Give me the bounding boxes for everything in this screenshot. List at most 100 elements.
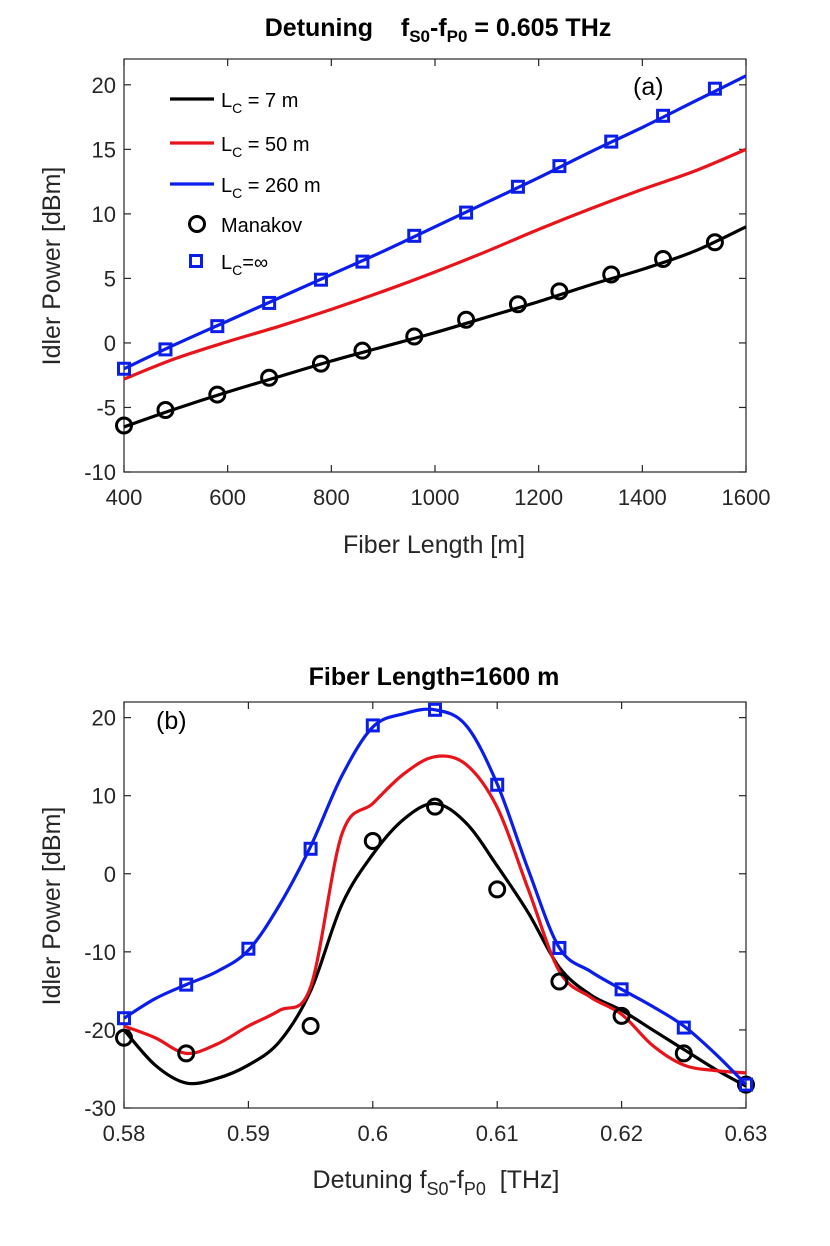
series-line-lc-260-m [123, 707, 748, 1086]
data-point-manakov [602, 265, 621, 284]
data-point-manakov [612, 1006, 631, 1025]
x-tick-label: 0.58 [103, 1121, 146, 1146]
y-tick-label: 15 [92, 137, 116, 162]
data-point-lc [355, 254, 370, 269]
data-point-lc [303, 841, 318, 856]
x-tick-label: 400 [106, 485, 143, 510]
data-point-lc [490, 777, 505, 792]
y-tick-label: 20 [92, 73, 116, 98]
y-tick-label: 0 [104, 862, 116, 887]
x-tick-label: 0.62 [600, 1121, 643, 1146]
data-point-manakov [550, 972, 569, 991]
y-tick-label: -5 [96, 395, 116, 420]
data-point-lc [262, 295, 277, 310]
x-tick-label: 800 [313, 485, 350, 510]
chart-a-title: Detuning fS0-fP0 = 0.605 THz [265, 14, 612, 46]
data-point-manakov [115, 416, 133, 435]
data-point-lc [117, 361, 131, 376]
data-point-manakov [208, 385, 227, 404]
data-point-lc [158, 342, 173, 357]
data-point-lc [428, 702, 442, 717]
chart-b-x-axis: 0.58 0.59 0.6 0.61 0.62 0.63 [103, 702, 768, 1146]
legend-label-lc-inf: LC=∞ [221, 252, 268, 278]
x-tick-label: 0.59 [227, 1121, 270, 1146]
panel-a: Detuning fS0-fP0 = 0.605 THz -10 -5 0 5 10 15… [38, 14, 770, 559]
series-line-lc-50-m [123, 147, 747, 381]
y-tick-label: 5 [104, 266, 116, 291]
chart-a-panel-label: (a) [633, 73, 664, 101]
legend-label-lc50: LC = 50 m [221, 134, 310, 160]
legend-label-lc7: LC = 7 m [221, 90, 298, 116]
data-point-lc [614, 982, 629, 997]
chart-a-markers [115, 81, 724, 435]
x-tick-label: 0.6 [358, 1121, 389, 1146]
data-point-manakov [508, 295, 527, 314]
chart-b-title: Fiber Length=1600 m [309, 663, 560, 691]
data-point-manakov [550, 282, 569, 301]
chart-b-x-label: Detuning fS0-fP0 [THz] [313, 1166, 560, 1199]
y-tick-label: 20 [92, 706, 116, 731]
chart-b-y-label: Idler Power [dBm] [38, 807, 66, 1006]
data-point-lc [459, 205, 474, 220]
data-point-lc [739, 1077, 753, 1092]
x-tick-label: 1400 [618, 485, 667, 510]
series-line-lc-7-m [122, 801, 747, 1088]
data-point-lc [117, 1011, 131, 1026]
x-tick-label: 1600 [722, 485, 771, 510]
data-point-manakov [457, 310, 476, 329]
data-point-lc [179, 977, 194, 992]
data-point-manakov [115, 1028, 133, 1047]
data-point-lc [656, 108, 671, 123]
data-point-manakov [260, 368, 279, 387]
data-point-lc [676, 1020, 691, 1035]
chart-a-x-label: Fiber Length [m] [343, 531, 525, 559]
data-point-lc [707, 81, 722, 96]
data-point-manakov [654, 250, 673, 269]
y-tick-label: 10 [92, 202, 116, 227]
x-tick-label: 600 [209, 485, 246, 510]
y-tick-label: -10 [84, 940, 116, 965]
data-point-manakov [405, 327, 424, 346]
chart-b-markers [115, 702, 755, 1094]
chart-a-y-label: Idler Power [dBm] [38, 167, 66, 366]
data-point-manakov [737, 1075, 755, 1094]
data-point-manakov [177, 1044, 196, 1063]
chart-b-panel-label: (b) [156, 707, 187, 735]
data-point-manakov [363, 831, 382, 850]
data-point-manakov [353, 341, 372, 360]
data-point-manakov [311, 354, 330, 373]
y-tick-label: -20 [84, 1018, 116, 1043]
data-point-lc [241, 941, 256, 956]
data-point-lc [365, 718, 380, 733]
y-tick-label: -30 [84, 1096, 116, 1121]
data-point-manakov [426, 797, 444, 816]
legend-marker-lc-inf [189, 254, 203, 268]
data-point-manakov [705, 233, 724, 252]
x-tick-label: 1200 [514, 485, 563, 510]
y-tick-label: -10 [84, 460, 116, 485]
data-point-lc [210, 319, 225, 334]
chart-a-y-axis: -10 -5 0 5 10 15 20 [84, 73, 746, 485]
series-line-lc-260-m [123, 74, 747, 371]
legend-label-lc260: LC = 260 m [221, 175, 321, 201]
series-line-lc-7-m [123, 225, 747, 429]
legend-label-manakov: Manakov [221, 215, 302, 237]
y-tick-label: 0 [104, 331, 116, 356]
y-tick-label: 10 [92, 784, 116, 809]
data-point-lc [407, 228, 422, 243]
data-point-manakov [488, 880, 507, 899]
series-line-lc-50-m [123, 754, 747, 1075]
data-point-manakov [156, 401, 175, 420]
chart-b-lines [122, 707, 748, 1088]
x-tick-label: 1000 [411, 485, 460, 510]
data-point-lc [604, 134, 619, 149]
chart-a-x-axis: 400 600 800 1000 1200 1400 1600 [106, 59, 771, 510]
data-point-lc [552, 159, 567, 174]
x-tick-label: 0.63 [725, 1121, 768, 1146]
chart-a-legend: LC = 7 m LC = 50 m LC = 260 m Manakov LC… [170, 90, 321, 278]
x-tick-label: 0.61 [476, 1121, 519, 1146]
chart-b-y-axis: -30 -20 -10 0 10 20 [84, 706, 746, 1121]
chart-a-lines [123, 74, 747, 429]
